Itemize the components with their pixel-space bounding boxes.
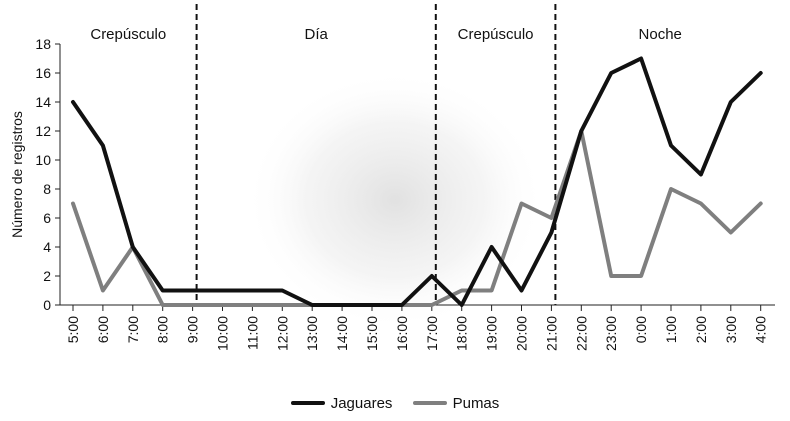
legend: Jaguares Pumas bbox=[0, 392, 790, 412]
x-tick-label: 23:00 bbox=[603, 316, 619, 351]
series-line-jaguares bbox=[71, 56, 763, 307]
x-tick-label: 12:00 bbox=[274, 316, 290, 351]
x-tick-label: 2:00 bbox=[693, 316, 709, 343]
x-tick-label: 15:00 bbox=[364, 316, 380, 351]
y-tick-label: 0 bbox=[43, 297, 51, 313]
x-tick-label: 11:00 bbox=[244, 316, 260, 350]
x-tick-label: 19:00 bbox=[484, 316, 500, 351]
x-tick-label: 3:00 bbox=[723, 316, 739, 343]
x-tick-label: 20:00 bbox=[514, 316, 530, 351]
x-tick-label: 14:00 bbox=[334, 316, 350, 351]
period-label: Crepúsculo bbox=[458, 26, 534, 43]
period-label: Día bbox=[305, 26, 329, 43]
legend-label-pumas: Pumas bbox=[452, 394, 500, 412]
x-tick-label: 6:00 bbox=[95, 316, 111, 343]
y-tick-label: 10 bbox=[35, 152, 51, 168]
x-tick-label: 10:00 bbox=[215, 316, 231, 351]
x-tick-label: 21:00 bbox=[543, 316, 559, 351]
x-tick-label: 1:00 bbox=[663, 316, 679, 343]
x-tick-label: 13:00 bbox=[304, 316, 320, 351]
legend-swatch-pumas bbox=[412, 401, 447, 405]
legend-item-pumas: Pumas bbox=[412, 394, 500, 412]
period-label: Crepúsculo bbox=[90, 26, 166, 43]
legend-swatch-jaguares bbox=[290, 401, 325, 405]
y-tick-label: 12 bbox=[35, 123, 51, 139]
y-tick-label: 18 bbox=[35, 36, 51, 52]
y-tick-label: 2 bbox=[43, 268, 51, 284]
x-tick-label: 8:00 bbox=[155, 316, 171, 343]
x-tick-label: 4:00 bbox=[753, 316, 769, 343]
legend-item-jaguares: Jaguares bbox=[290, 394, 393, 412]
x-tick-label: 9:00 bbox=[185, 316, 201, 343]
legend-label-jaguares: Jaguares bbox=[330, 394, 393, 412]
y-tick-label: 14 bbox=[35, 94, 51, 110]
x-tick-label: 5:00 bbox=[65, 316, 81, 343]
x-tick-label: 7:00 bbox=[125, 316, 141, 343]
x-tick-label: 0:00 bbox=[633, 316, 649, 343]
x-tick-label: 16:00 bbox=[394, 316, 410, 351]
y-axis-title: Número de registros bbox=[9, 111, 25, 238]
y-tick-label: 4 bbox=[43, 239, 51, 255]
x-tick-label: 18:00 bbox=[454, 316, 470, 351]
series-line-pumas bbox=[71, 129, 763, 307]
x-tick-label: 17:00 bbox=[424, 316, 440, 351]
y-tick-label: 8 bbox=[43, 181, 51, 197]
period-label: Noche bbox=[639, 26, 682, 43]
y-tick-label: 6 bbox=[43, 210, 51, 226]
background-glow bbox=[245, 70, 545, 330]
y-tick-label: 16 bbox=[35, 65, 51, 81]
x-tick-label: 22:00 bbox=[573, 316, 589, 351]
